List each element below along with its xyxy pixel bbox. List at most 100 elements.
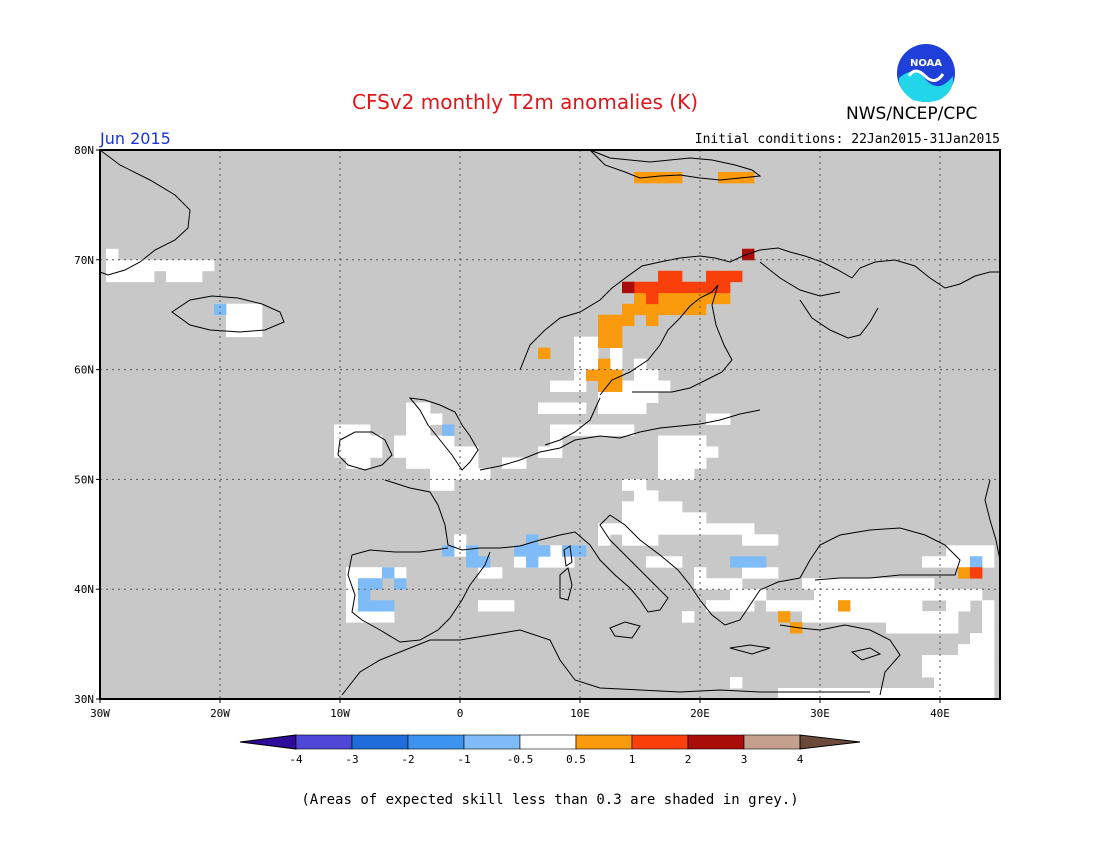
anomaly-cell-white	[682, 457, 695, 469]
anomaly-cell-white	[718, 578, 731, 590]
anomaly-cell-white	[334, 424, 347, 436]
kola-coast	[759, 261, 841, 297]
anomaly-cell-white	[238, 314, 251, 327]
anomaly-cell-white	[910, 578, 923, 590]
anomaly-cell-white	[646, 490, 659, 502]
anomaly-cell-white	[382, 611, 395, 623]
anomaly-cell-red	[658, 270, 671, 283]
anomaly-cell-white	[742, 534, 755, 546]
anomaly-cell-light-blue	[514, 545, 527, 557]
anomaly-cell-white	[826, 578, 839, 590]
anomaly-cell-red	[718, 281, 731, 294]
anomaly-cell-white	[898, 578, 911, 590]
anomaly-cell-white	[706, 600, 719, 612]
initial-conditions: Initial conditions: 22Jan2015-31Jan2015	[694, 132, 1000, 147]
anomaly-cell-white	[646, 534, 659, 546]
anomaly-cell-orange	[706, 292, 719, 305]
anomaly-cell-white	[394, 567, 407, 579]
anomaly-cell-white	[790, 600, 803, 612]
anomaly-cell-white	[574, 369, 587, 381]
anomaly-cell-white	[958, 600, 971, 612]
anomaly-cell-light-blue	[382, 567, 395, 579]
anomaly-cell-white	[466, 446, 479, 458]
anomaly-cell-white	[634, 523, 647, 535]
anomaly-cell-white	[430, 468, 443, 480]
anomaly-cell-white	[730, 589, 743, 601]
anomaly-cell-white	[358, 567, 371, 579]
italy-coast	[539, 514, 669, 613]
anomaly-cell-white	[586, 347, 599, 360]
anomaly-cell-white	[946, 600, 959, 612]
anomaly-cell-white	[418, 402, 431, 414]
iberia-coast	[347, 547, 491, 643]
anomaly-cell-white	[346, 435, 359, 447]
anomaly-cell-white	[742, 589, 755, 601]
anomaly-cell-white	[814, 600, 827, 612]
anomaly-cell-white	[622, 391, 635, 403]
anomaly-cell-white	[670, 468, 683, 480]
legend-label: -4	[289, 753, 303, 766]
legend-swatch	[575, 734, 633, 750]
anomaly-cell-white	[610, 391, 623, 403]
anomaly-cell-white	[862, 600, 875, 612]
anomaly-cell-white	[694, 567, 707, 579]
anomaly-cell-white	[634, 479, 647, 491]
anomaly-cell-light-blue	[478, 556, 491, 568]
anomaly-cell-white	[670, 523, 683, 535]
anomaly-cell-white	[922, 688, 935, 700]
anomaly-cell-white	[586, 358, 599, 370]
russia-arctic-coast	[851, 259, 1000, 289]
anomaly-cell-white	[646, 512, 659, 524]
anomaly-cell-white	[550, 380, 563, 392]
anomaly-cell-white	[862, 578, 875, 590]
anomaly-cell-white	[130, 259, 143, 272]
anomaly-cell-white	[610, 523, 623, 535]
anomaly-cell-white	[934, 688, 947, 700]
anomaly-cell-white	[970, 633, 983, 645]
anomaly-cell-light-blue	[442, 545, 455, 557]
anomaly-cell-white	[622, 380, 635, 392]
adriatic-coast	[609, 514, 701, 601]
anomaly-cell-white	[922, 622, 935, 634]
white-sea	[799, 299, 879, 339]
anomaly-cell-white	[826, 688, 839, 700]
anomaly-cell-white	[982, 655, 995, 667]
anomaly-cell-white	[718, 600, 731, 612]
anomaly-cell-orange	[598, 358, 611, 370]
anomaly-cell-white	[874, 600, 887, 612]
anomaly-cell-white	[106, 248, 119, 261]
anomaly-cell-white	[958, 666, 971, 678]
agency-label: NWS/NCEP/CPC	[846, 104, 978, 124]
anomaly-cell-white	[226, 314, 239, 327]
anomaly-cell-white	[946, 545, 959, 557]
legend-swatch	[463, 734, 521, 750]
anomaly-cell-white	[130, 270, 143, 283]
anomaly-cell-white	[922, 655, 935, 667]
anomaly-cell-white	[898, 622, 911, 634]
anomaly-cell-white	[958, 545, 971, 557]
anomaly-cell-white	[958, 644, 971, 656]
anomaly-cell-white	[394, 435, 407, 447]
anomaly-cell-orange	[646, 314, 659, 327]
anomaly-cell-white	[910, 589, 923, 601]
anomaly-cell-white	[406, 402, 419, 414]
anomaly-cell-white	[802, 611, 815, 623]
anomaly-cell-white	[934, 666, 947, 678]
anomaly-cell-white	[202, 259, 215, 272]
anomaly-cell-white	[862, 611, 875, 623]
anomaly-cell-white	[550, 556, 563, 568]
anomaly-cell-white	[814, 688, 827, 700]
anomaly-cell-white	[562, 380, 575, 392]
anomaly-cell-white	[586, 424, 599, 436]
anomaly-cell-white	[850, 688, 863, 700]
anomaly-cell-white	[910, 600, 923, 612]
anomaly-cell-white	[250, 325, 263, 338]
anomaly-cell-white	[346, 611, 359, 623]
anomaly-cell-white	[346, 457, 359, 469]
anomaly-cell-white	[634, 501, 647, 513]
anomaly-cell-white	[946, 622, 959, 634]
anomaly-cell-white	[538, 556, 551, 568]
anomaly-cell-white	[430, 457, 443, 469]
anomaly-cell-light-blue	[442, 424, 455, 436]
greenland-coast	[99, 149, 191, 276]
